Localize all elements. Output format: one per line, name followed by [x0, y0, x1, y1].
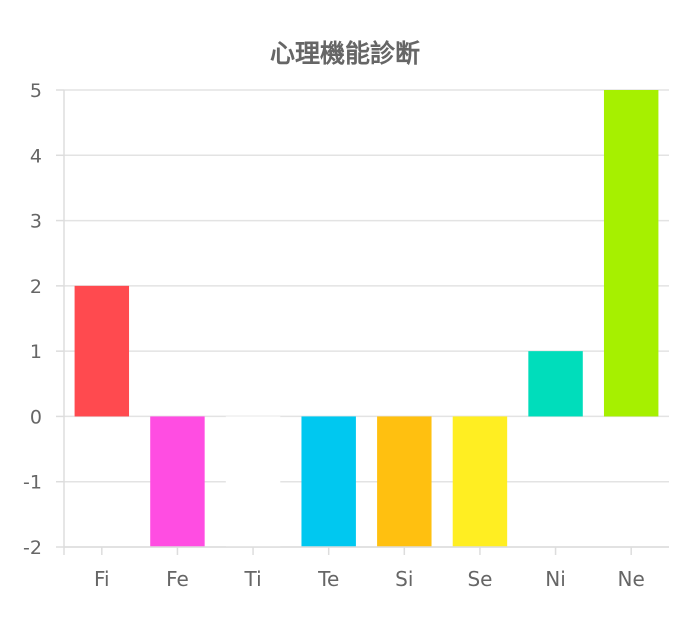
x-tick-label: Fe — [166, 567, 189, 591]
x-tick-label: Se — [467, 567, 492, 591]
x-tick-label: Si — [395, 567, 413, 591]
x-axis-ticks: Fi Fe Ti Te Si Se Ni Ne — [94, 547, 645, 591]
y-tick-label: -1 — [23, 472, 42, 494]
bar-si — [377, 416, 432, 547]
axes — [63, 90, 669, 555]
y-tick-label: 5 — [30, 80, 42, 102]
x-tick-label: Fi — [94, 567, 110, 591]
y-tick-label: 0 — [30, 406, 42, 428]
x-tick-label: Ni — [545, 567, 566, 591]
y-tick-label: 1 — [30, 341, 42, 363]
bar-ti — [225, 416, 281, 547]
bar-se — [452, 416, 508, 547]
x-tick-label: Ne — [618, 567, 645, 591]
y-tick-label: 4 — [30, 145, 42, 167]
y-axis-ticks: 5 4 3 2 1 0 -1 -2 — [23, 80, 64, 559]
bar-fi — [74, 285, 130, 417]
bars — [74, 90, 659, 547]
x-tick-label: Ti — [243, 567, 261, 591]
bar-te — [301, 416, 356, 547]
chart-title: 心理機能診断 — [270, 39, 420, 68]
bar-ni — [528, 351, 583, 417]
x-tick-label: Te — [317, 567, 339, 591]
y-tick-label: -2 — [23, 537, 42, 559]
bar-ne — [603, 90, 659, 417]
bar-fe — [150, 416, 205, 547]
y-tick-label: 3 — [30, 211, 42, 233]
y-tick-label: 2 — [30, 276, 42, 298]
